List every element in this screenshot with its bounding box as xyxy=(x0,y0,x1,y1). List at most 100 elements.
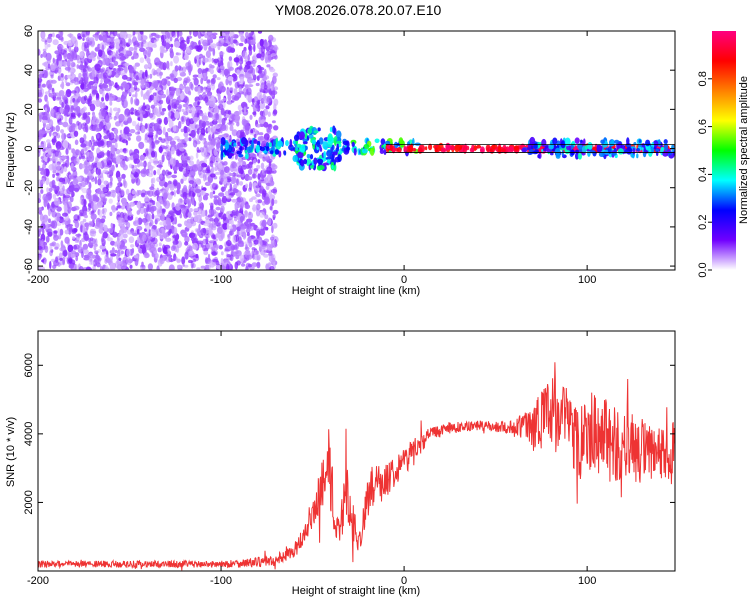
heatmap-cell xyxy=(181,108,185,113)
heatmap-cell xyxy=(82,33,85,38)
heatmap-cell xyxy=(110,70,117,76)
heatmap-cell xyxy=(235,249,239,255)
heatmap-cell xyxy=(140,89,144,98)
heatmap-cell xyxy=(75,235,80,242)
heatmap-cell xyxy=(624,150,628,154)
heatmap-cell xyxy=(159,45,165,54)
heatmap-cell xyxy=(197,67,203,75)
heatmap-cell xyxy=(268,252,273,256)
heatmap-cell xyxy=(200,68,206,73)
heatmap-region xyxy=(292,125,342,172)
heatmap-cell xyxy=(270,90,278,95)
heatmap-cell xyxy=(179,147,185,152)
heatmap-cell xyxy=(144,195,149,202)
heatmap-cell xyxy=(115,164,119,168)
heatmap-cell xyxy=(38,168,45,172)
colorbar-ticks: 0.0 0.2 0.4 0.6 0.8 xyxy=(697,71,712,278)
heatmap-cell xyxy=(194,188,201,194)
heatmap-cell xyxy=(398,137,404,145)
heatmap-cell xyxy=(165,42,170,50)
heatmap-cell xyxy=(86,175,90,184)
heatmap-cell xyxy=(268,161,272,167)
heatmap-cell xyxy=(48,89,51,93)
heatmap-cell xyxy=(218,244,223,250)
heatmap-cell xyxy=(156,117,163,124)
heatmap-cell xyxy=(346,146,351,151)
heatmap-cell xyxy=(206,79,211,83)
heatmap-cell xyxy=(59,106,64,114)
heatmap-cell xyxy=(412,137,415,147)
heatmap-cell xyxy=(191,232,197,241)
heatmap-cell xyxy=(104,254,109,262)
heatmap-cell xyxy=(88,37,95,42)
heatmap-cell xyxy=(252,74,257,81)
heatmap-cell xyxy=(229,31,235,38)
heatmap-cell xyxy=(171,146,175,155)
heatmap-cell xyxy=(55,150,62,158)
heatmap-cell xyxy=(48,218,51,223)
heatmap-cell xyxy=(263,177,267,184)
heatmap-cell xyxy=(83,198,87,207)
heatmap-cell xyxy=(200,228,207,236)
heatmap-cell xyxy=(63,60,67,67)
heatmap-cell xyxy=(169,47,174,54)
heatmap-cell xyxy=(236,121,240,127)
heatmap-cell xyxy=(130,111,134,115)
heatmap-cell xyxy=(270,85,274,91)
heatmap-cell xyxy=(199,190,206,196)
heatmap-cell xyxy=(104,39,111,46)
heatmap-cell xyxy=(47,142,51,148)
heatmap-cell xyxy=(90,213,97,221)
heatmap-cell xyxy=(153,81,159,89)
heatmap-region xyxy=(38,31,279,270)
heatmap-cell xyxy=(123,155,128,161)
heatmap-cell xyxy=(264,214,269,220)
heatmap-cell xyxy=(202,57,209,63)
heatmap-cell xyxy=(261,221,266,227)
heatmap-cell xyxy=(508,146,514,153)
heatmap-cell xyxy=(114,38,121,45)
heatmap-cell xyxy=(244,150,248,154)
heatmap-cell xyxy=(262,226,269,231)
heatmap-cell xyxy=(42,214,49,223)
colorbar-tick-label: 0.0 xyxy=(697,262,709,277)
heatmap-cell xyxy=(84,161,88,166)
heatmap-cell xyxy=(58,181,63,188)
heatmap-cell xyxy=(73,205,80,211)
heatmap-cell xyxy=(46,192,52,196)
heatmap-cell xyxy=(139,154,145,161)
heatmap-cell xyxy=(64,99,68,104)
heatmap-cell xyxy=(102,84,109,89)
heatmap-cell xyxy=(263,196,271,205)
heatmap-cell xyxy=(253,43,256,53)
heatmap-cell xyxy=(175,87,181,97)
heatmap-cell xyxy=(218,51,225,56)
heatmap-cell xyxy=(235,209,239,217)
heatmap-cell xyxy=(104,77,109,85)
heatmap-cell xyxy=(45,130,50,134)
heatmap-cell xyxy=(202,39,209,47)
heatmap-cell xyxy=(158,137,163,141)
heatmap-cell xyxy=(414,142,421,146)
heatmap-cell xyxy=(40,130,47,135)
heatmap-cell xyxy=(173,189,176,197)
heatmap-cell xyxy=(146,206,149,213)
heatmap-cell xyxy=(181,233,188,237)
heatmap-cell xyxy=(166,60,170,69)
heatmap-cell xyxy=(90,237,94,242)
heatmap-cell xyxy=(220,177,224,183)
heatmap-cell xyxy=(176,162,183,167)
heatmap-cell xyxy=(225,142,230,150)
heatmap-cell xyxy=(319,147,323,152)
heatmap-cell xyxy=(221,186,225,193)
heatmap-cell xyxy=(119,40,123,45)
heatmap-cell xyxy=(121,173,126,179)
heatmap-cell xyxy=(168,264,175,270)
heatmap-cell xyxy=(270,150,274,155)
heatmap-cell xyxy=(663,142,669,152)
heatmap-cell xyxy=(204,174,208,181)
heatmap-cell xyxy=(168,184,174,189)
heatmap-cell xyxy=(218,162,223,169)
heatmap-cell xyxy=(162,246,169,255)
heatmap-cell xyxy=(114,142,118,150)
